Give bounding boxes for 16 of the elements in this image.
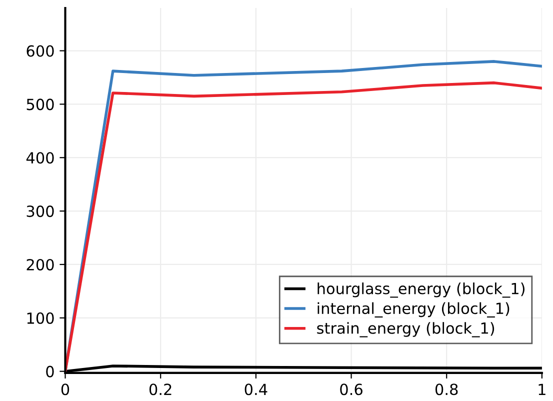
- x-tick-label: 0.6: [340, 384, 362, 396]
- x-tick-label: 1: [538, 384, 546, 395]
- y-tick-label: 300: [26, 206, 54, 218]
- legend-label: hourglass_energy (block_1): [318, 282, 524, 298]
- y-tick-label: 400: [26, 152, 54, 164]
- y-tick-label: 600: [26, 45, 54, 57]
- x-tick-label: 0.8: [435, 384, 458, 396]
- y-tick-label: 200: [26, 258, 54, 270]
- legend-label: strain_energy (block_1): [317, 322, 494, 338]
- y-tick-label: 500: [26, 98, 54, 110]
- x-tick-label: 0.4: [244, 384, 268, 396]
- legend-label: internal_energy (block_1): [318, 302, 510, 318]
- y-tick-label: 100: [27, 312, 54, 324]
- x-tick-label: 0: [61, 384, 70, 396]
- y-tick-label: 0: [46, 366, 54, 378]
- x-tick-label: 0.2: [149, 384, 172, 396]
